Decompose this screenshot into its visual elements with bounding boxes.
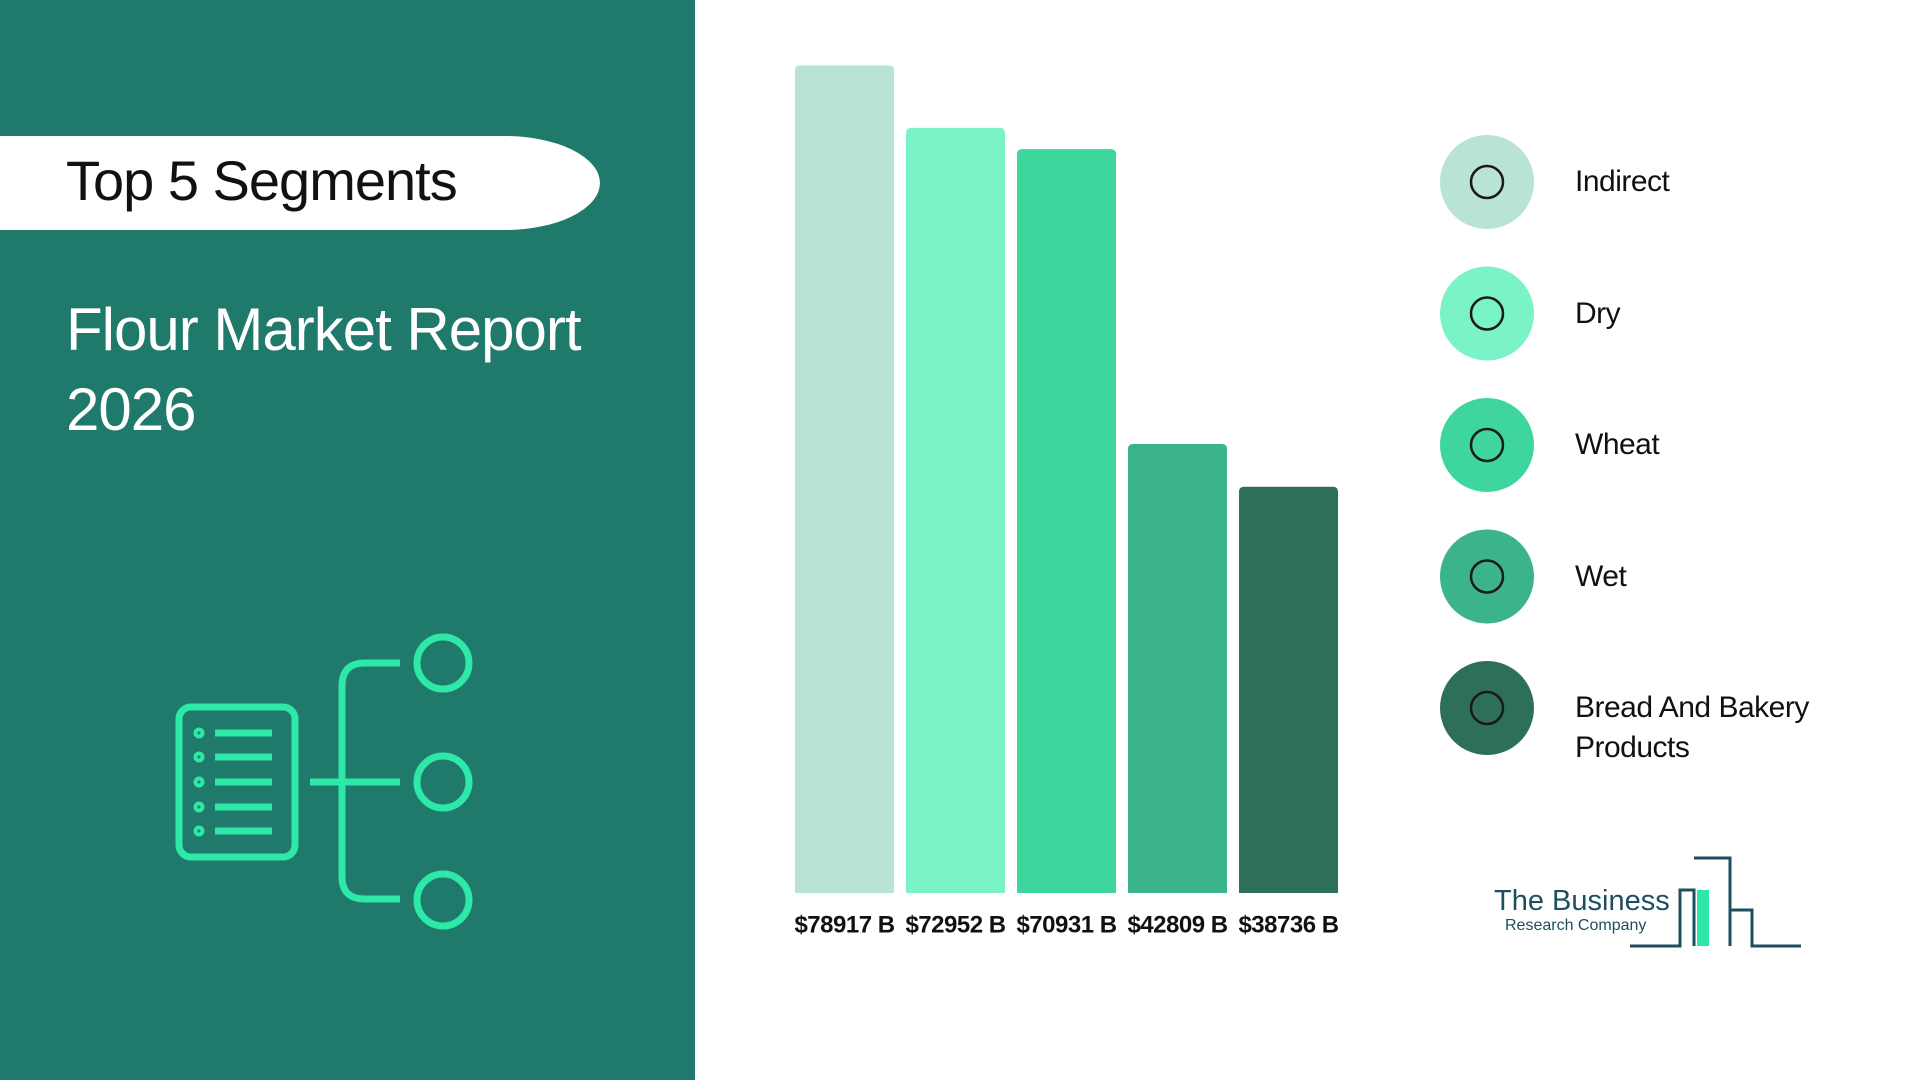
legend-icon	[1440, 135, 1534, 229]
legend-icon	[1440, 266, 1534, 361]
value-label: $78917 B	[794, 911, 894, 938]
legend-icon	[1440, 398, 1534, 492]
chart-title: Flour Market Report 2026	[66, 296, 582, 443]
heading-pill	[0, 136, 600, 230]
logo-text: The Business	[1494, 885, 1670, 917]
legend-icon-glyph	[1469, 690, 1505, 726]
legend-label: Wheat	[1575, 428, 1660, 461]
value-label: $38736 B	[1238, 911, 1338, 938]
legend-icon-glyph	[1469, 296, 1505, 331]
bar	[1128, 444, 1227, 893]
bar	[1239, 486, 1338, 893]
segments-icon	[175, 633, 473, 930]
bar	[1017, 149, 1116, 893]
value-label: $72952 B	[905, 911, 1005, 938]
bar	[906, 127, 1005, 894]
value-label: $70931 B	[1016, 911, 1116, 938]
legend-icon-glyph	[1469, 427, 1505, 463]
legend-label: Wet	[1575, 559, 1627, 593]
logo-subtext: Research Company	[1505, 917, 1646, 934]
logo-mark	[1630, 856, 1801, 948]
legend-icon-glyph	[1469, 559, 1505, 594]
heading: Top 5 Segments	[66, 149, 457, 212]
bar	[795, 65, 894, 893]
value-label: $42809 B	[1127, 911, 1227, 938]
legend-label: Bread And Bakery Products	[1575, 691, 1809, 764]
legend-icon	[1440, 529, 1534, 624]
legend-label: Dry	[1575, 296, 1621, 330]
legend-icon	[1440, 661, 1534, 755]
legend-icon-glyph	[1469, 164, 1505, 200]
legend-label: Indirect	[1575, 165, 1670, 198]
